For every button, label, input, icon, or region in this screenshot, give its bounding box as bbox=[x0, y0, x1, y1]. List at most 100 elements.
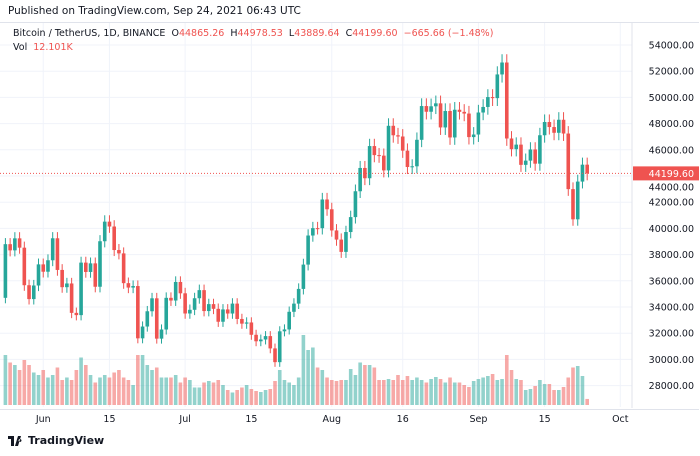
volume-bar bbox=[580, 376, 585, 405]
candle-body bbox=[22, 247, 27, 286]
brand-name: TradingView bbox=[28, 434, 105, 447]
volume-bar bbox=[117, 370, 121, 405]
candle-body bbox=[500, 62, 504, 75]
price-tick-label: 36000.00 bbox=[649, 276, 694, 287]
candle-body bbox=[557, 119, 561, 133]
candle-body bbox=[296, 288, 301, 304]
candle-body bbox=[268, 336, 273, 349]
volume-bar bbox=[292, 385, 296, 405]
volume-bar bbox=[448, 377, 452, 405]
volume-bar bbox=[183, 377, 187, 405]
volume-bar bbox=[46, 377, 50, 405]
volume-bar bbox=[98, 377, 102, 405]
volume-bar bbox=[457, 382, 462, 405]
candle-body bbox=[490, 97, 495, 99]
volume-bar bbox=[93, 382, 98, 405]
volume-bar bbox=[136, 355, 140, 405]
volume-bar bbox=[188, 380, 192, 405]
volume-bar bbox=[500, 379, 504, 405]
candle-body bbox=[27, 285, 31, 300]
time-tick-label: 16 bbox=[397, 414, 409, 425]
candle-body bbox=[481, 106, 485, 113]
candle-body bbox=[50, 238, 55, 261]
candle-body bbox=[211, 304, 216, 309]
volume-bar bbox=[575, 366, 580, 405]
volume-bar bbox=[282, 380, 287, 405]
candle-body bbox=[353, 191, 358, 218]
candle-body bbox=[415, 139, 419, 167]
last-price-badge bbox=[633, 166, 699, 181]
candle-body bbox=[391, 125, 396, 136]
symbol-label[interactable]: Bitcoin / TetherUS, 1D, BINANCE bbox=[13, 28, 166, 39]
candle-body bbox=[164, 297, 169, 330]
volume-bar bbox=[169, 377, 173, 405]
volume-bar bbox=[391, 380, 396, 405]
candle-body bbox=[93, 263, 98, 287]
candle-body bbox=[131, 286, 135, 288]
candle-body bbox=[561, 119, 566, 134]
candle-body bbox=[79, 262, 83, 316]
candle-body bbox=[121, 253, 126, 284]
volume-bar bbox=[259, 392, 263, 405]
time-tick-label: Sep bbox=[469, 414, 487, 425]
volume-bar bbox=[277, 370, 282, 405]
candles bbox=[3, 54, 589, 367]
low-label: L bbox=[288, 28, 295, 39]
volume-bar bbox=[17, 370, 22, 405]
candle-body bbox=[235, 303, 239, 319]
candle-body bbox=[107, 221, 112, 227]
candle-body bbox=[306, 235, 310, 265]
candle-body bbox=[249, 322, 254, 335]
candle-body bbox=[382, 155, 386, 171]
volume-bar bbox=[173, 375, 178, 405]
volume-bar bbox=[254, 391, 258, 405]
candle-body bbox=[386, 125, 391, 171]
volume-bar bbox=[230, 392, 235, 405]
volume-bar bbox=[519, 380, 523, 405]
candle-body bbox=[523, 160, 528, 165]
volume-bar bbox=[197, 387, 202, 405]
candle-body bbox=[13, 238, 17, 251]
candlestick-chart[interactable]: 54000.00 52000.00 50000.00 48000.00 46000.00… bbox=[0, 0, 700, 430]
volume-bar bbox=[504, 355, 509, 405]
candle-body bbox=[150, 298, 154, 312]
volume-bar bbox=[79, 357, 83, 405]
candle-body bbox=[206, 304, 211, 312]
tradingview-footer[interactable]: TradingView bbox=[8, 434, 104, 447]
price-tick-label: 40000.00 bbox=[649, 224, 694, 235]
time-tick-label: Oct bbox=[612, 414, 629, 425]
volume-bar bbox=[452, 382, 457, 405]
volume-bar bbox=[126, 380, 131, 405]
volume-bar bbox=[424, 382, 429, 405]
last-price-label: 44199.60 bbox=[649, 169, 694, 180]
price-tick-label: 28000.00 bbox=[649, 381, 694, 392]
candle-body bbox=[301, 264, 306, 289]
volume-bar bbox=[438, 379, 443, 405]
volume-bar bbox=[329, 380, 334, 405]
time-axis: Jun 15 Jul 15 Aug 16 Sep 15 Oct bbox=[35, 414, 629, 425]
candle-body bbox=[377, 155, 381, 157]
candle-body bbox=[197, 290, 202, 299]
volume-bar bbox=[495, 380, 500, 405]
candle-body bbox=[169, 297, 173, 301]
volume-bar bbox=[244, 385, 249, 405]
volume-bar bbox=[476, 379, 481, 405]
candle-body bbox=[476, 112, 481, 135]
candle-body bbox=[372, 146, 377, 156]
volume-bar bbox=[377, 380, 381, 405]
volume-bar bbox=[386, 379, 391, 405]
volume-bar bbox=[353, 375, 358, 405]
candle-body bbox=[145, 311, 150, 327]
candle-body bbox=[254, 334, 258, 342]
candle-body bbox=[74, 312, 79, 316]
open-label: O bbox=[171, 28, 179, 39]
candle-body bbox=[320, 199, 325, 229]
volume-bar bbox=[235, 390, 239, 405]
volume-bar bbox=[206, 381, 211, 405]
candle-body bbox=[467, 113, 471, 138]
volume-bar bbox=[296, 377, 301, 405]
close-label: C bbox=[345, 28, 353, 39]
price-tick-label: 32000.00 bbox=[649, 329, 694, 340]
volume-bar bbox=[443, 382, 448, 405]
price-tick-label: 38000.00 bbox=[649, 250, 694, 261]
